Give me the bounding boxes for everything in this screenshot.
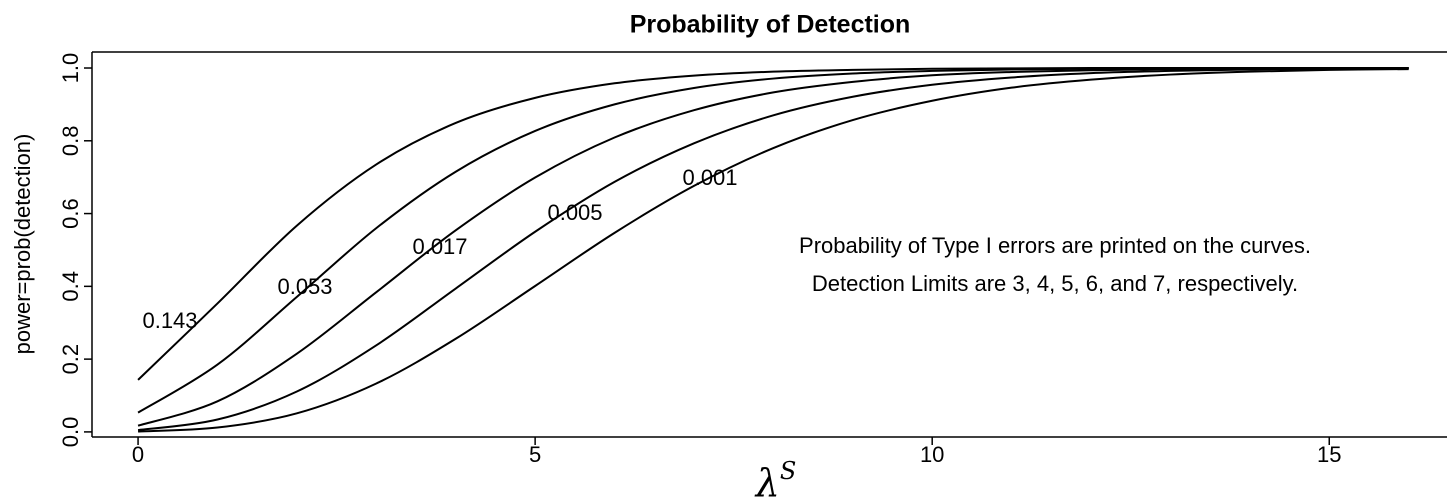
x-axis-label: λS [754, 457, 797, 504]
curve-label: 0.017 [412, 234, 467, 259]
x-tick-label: 15 [1317, 442, 1341, 467]
y-tick-label: 0.6 [58, 198, 83, 229]
x-axis-label-superscript: S [780, 457, 796, 485]
x-axis-label-base: λ [754, 461, 780, 504]
x-tick-label: 10 [920, 442, 944, 467]
y-tick-label: 1.0 [58, 53, 83, 84]
curve-label: 0.053 [277, 274, 332, 299]
annotation: Probability of Type I errors are printed… [799, 233, 1311, 258]
curve [137, 67, 1409, 432]
curve-label: 0.143 [142, 308, 197, 333]
x-tick-label: 0 [132, 442, 144, 467]
annotation: Detection Limits are 3, 4, 5, 6, and 7, … [812, 271, 1298, 296]
y-axis-label: power=prob(detection) [10, 134, 35, 355]
curve [137, 67, 1409, 427]
curve-label: 0.005 [547, 200, 602, 225]
y-tick-label: 0.0 [58, 417, 83, 448]
curve-label: 0.001 [682, 165, 737, 190]
x-tick-label: 5 [529, 442, 541, 467]
chart-title: Probability of Detection [630, 11, 911, 39]
y-tick-label: 0.4 [58, 271, 83, 302]
y-tick-label: 0.8 [58, 125, 83, 156]
curve [138, 68, 1409, 433]
y-tick-label: 0.2 [58, 344, 83, 375]
